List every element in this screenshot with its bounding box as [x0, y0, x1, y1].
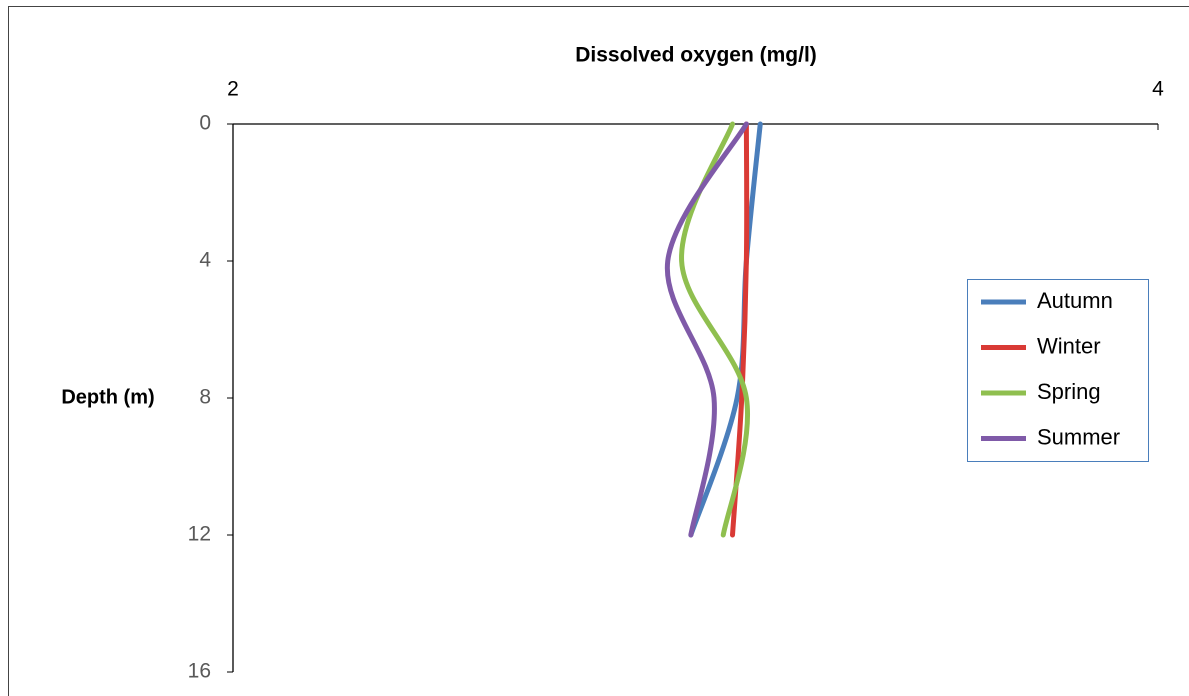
legend-label: Summer [1037, 424, 1120, 449]
y-tick-label: 16 [188, 660, 211, 683]
legend-label: Spring [1037, 379, 1101, 404]
x-axis-title: Dissolved oxygen (mg/l) [575, 44, 817, 67]
x-tick-label: 2 [227, 78, 239, 101]
y-tick-label: 8 [199, 386, 211, 409]
y-tick-label: 12 [188, 523, 211, 546]
legend-label: Autumn [1037, 288, 1113, 313]
y-tick-label: 4 [199, 249, 211, 272]
y-axis-title: Depth (m) [61, 386, 154, 408]
series-line [664, 121, 749, 538]
legend-box [967, 279, 1149, 462]
x-tick-label: 4 [1152, 78, 1164, 101]
y-tick-label: 0 [199, 112, 211, 135]
legend-label: Winter [1037, 333, 1101, 358]
